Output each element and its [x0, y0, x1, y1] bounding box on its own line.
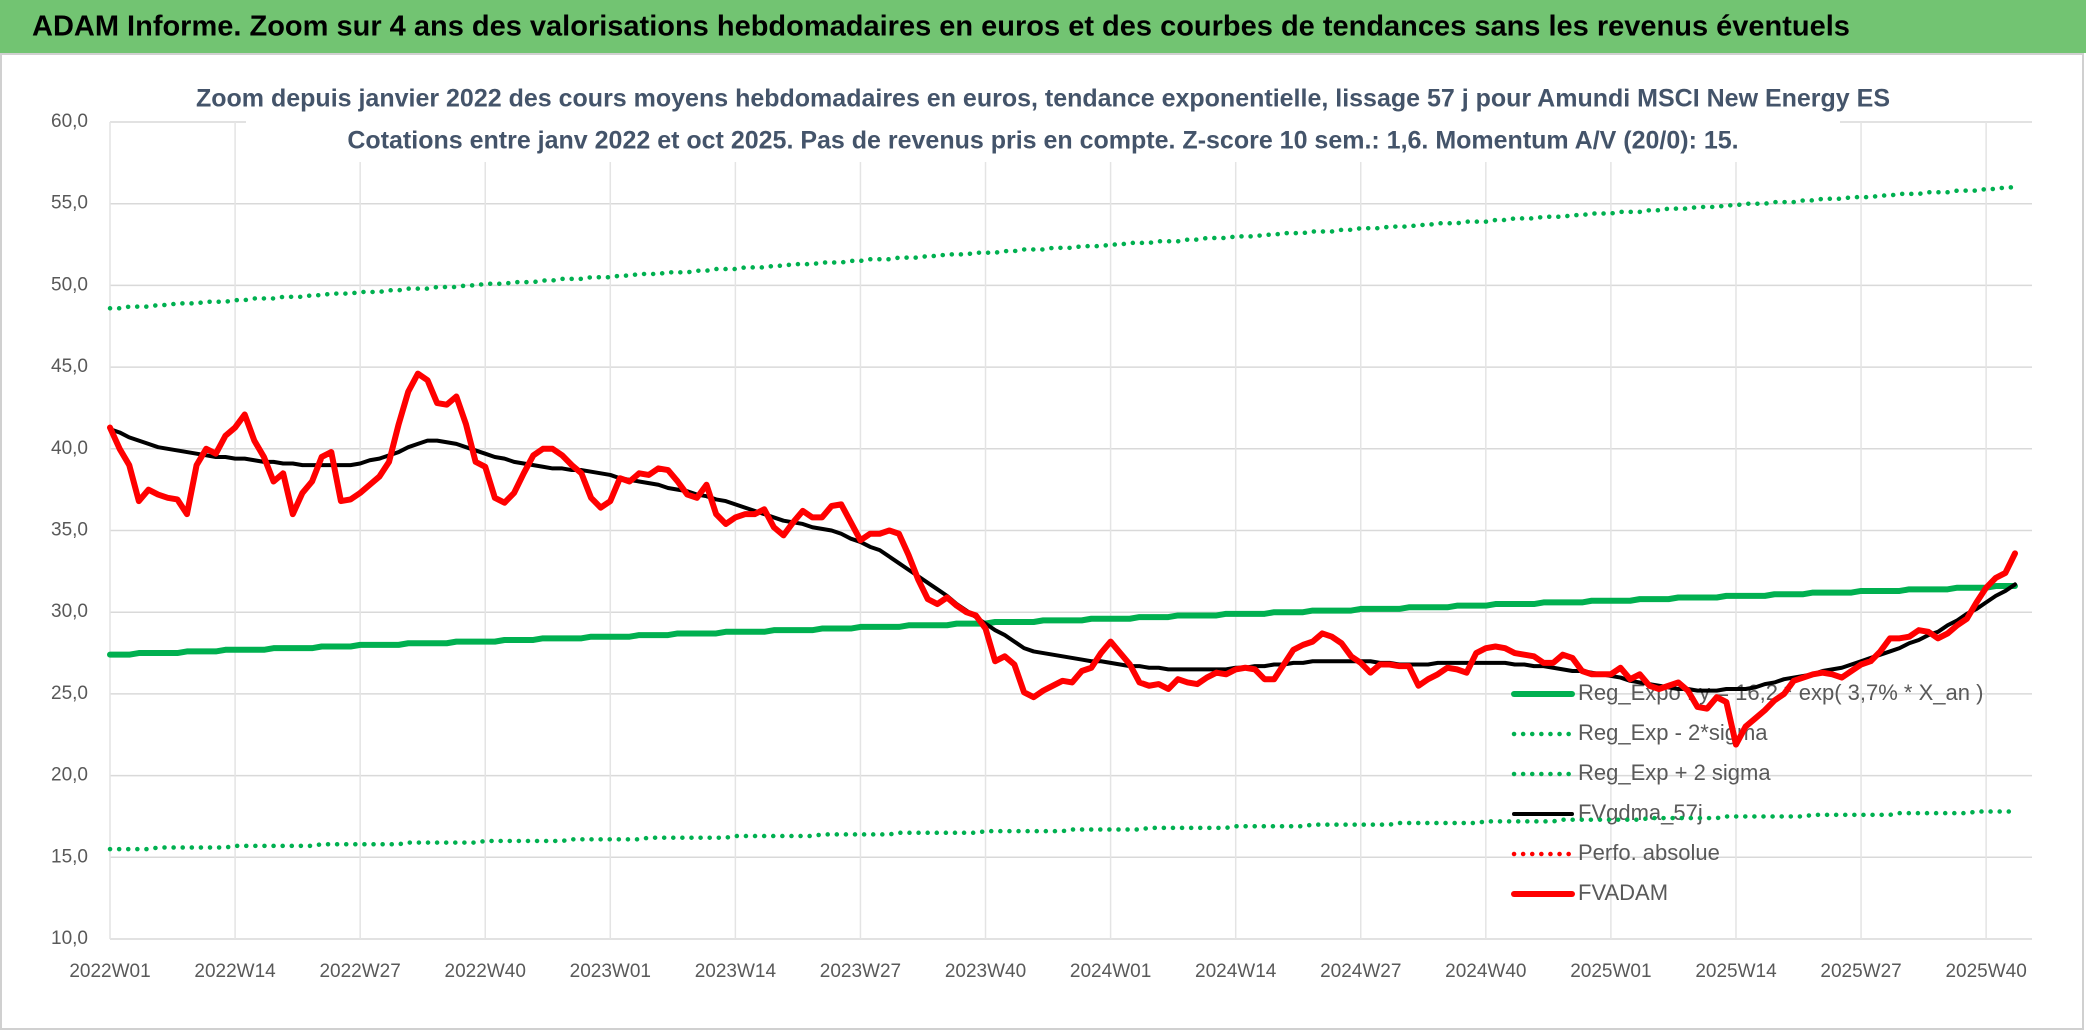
series-line: [108, 427, 2017, 693]
x-tick-label: 2022W01: [69, 961, 150, 982]
series-line: [107, 185, 2018, 311]
series-line: [107, 370, 2018, 748]
y-tick-label: 60,0: [51, 111, 88, 132]
y-tick-label: 40,0: [51, 438, 88, 459]
legend: Reg_Expo : y = 16,2 * exp( 3,7% * X_an )…: [1511, 680, 1983, 905]
chart-subtitle: Cotations entre janv 2022 et oct 2025. P…: [347, 127, 1738, 155]
series-line: [107, 809, 2018, 852]
x-tick-label: 2024W27: [1320, 961, 1401, 982]
y-tick-label: 25,0: [51, 683, 88, 704]
x-tick-label: 2022W27: [319, 961, 400, 982]
x-tick-label: 2023W27: [820, 961, 901, 982]
header-band: [0, 0, 2086, 53]
x-tick-label: 2023W14: [695, 961, 777, 982]
y-tick-label: 30,0: [51, 601, 88, 622]
x-tick-label: 2022W14: [194, 961, 276, 982]
y-tick-label: 10,0: [51, 928, 88, 949]
chart-frame: [0, 53, 2084, 1030]
x-tick-label: 2024W14: [1195, 961, 1277, 982]
x-tick-label: 2025W14: [1695, 961, 1777, 982]
x-tick-label: 2023W40: [945, 961, 1026, 982]
y-tick-label: 35,0: [51, 520, 88, 541]
plot: [107, 185, 2018, 852]
chart-title: Zoom depuis janvier 2022 des cours moyen…: [196, 85, 1890, 113]
y-tick-label: 20,0: [51, 765, 88, 786]
x-tick-label: 2024W40: [1445, 961, 1526, 982]
grid: 10,0 15,0 20,0 25,0 30,0 35,0 40,0 45,0 50,0 55,0…: [51, 111, 2032, 982]
title-backdrop: [246, 82, 1840, 162]
x-tick-label: 2022W40: [445, 961, 526, 982]
page-title: ADAM Informe. Zoom sur 4 ans des valoris…: [32, 11, 1850, 43]
y-tick-label: 45,0: [51, 356, 88, 377]
x-tick-label: 2025W27: [1820, 961, 1901, 982]
x-tick-label: 2024W01: [1070, 961, 1151, 982]
y-tick-label: 50,0: [51, 274, 88, 295]
x-tick-label: 2023W01: [570, 961, 651, 982]
legend-label: Reg_Exp + 2 sigma: [1578, 760, 1771, 785]
legend-label: FVgdma_57j: [1578, 800, 1703, 825]
y-tick-label: 55,0: [51, 193, 88, 214]
y-tick-label: 15,0: [51, 846, 88, 867]
x-tick-label: 2025W40: [1945, 961, 2026, 982]
series-line: [107, 583, 2018, 658]
x-tick-label: 2025W01: [1570, 961, 1651, 982]
legend-label: FVADAM: [1578, 880, 1668, 905]
legend-label: Perfo. absolue: [1578, 840, 1720, 865]
